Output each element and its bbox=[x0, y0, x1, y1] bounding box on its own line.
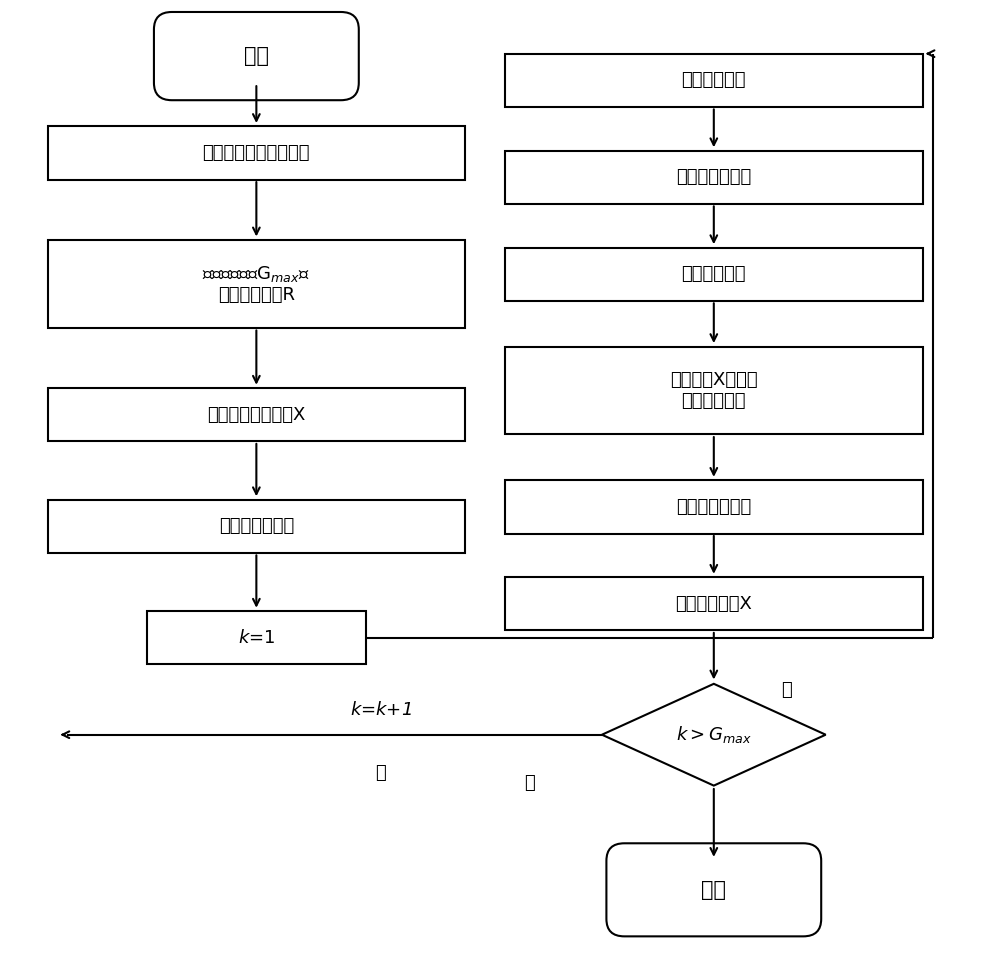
Text: $k$=1: $k$=1 bbox=[238, 629, 275, 646]
FancyBboxPatch shape bbox=[505, 54, 923, 107]
Text: 结束: 结束 bbox=[701, 879, 726, 900]
FancyBboxPatch shape bbox=[48, 388, 465, 442]
FancyBboxPatch shape bbox=[48, 127, 465, 179]
Text: 随机生成初始种群X: 随机生成初始种群X bbox=[207, 406, 306, 424]
Text: 输入电动汽车负荷需求: 输入电动汽车负荷需求 bbox=[203, 144, 310, 162]
Text: 合并种群X和种群
（精英策略）: 合并种群X和种群 （精英策略） bbox=[670, 371, 758, 410]
Text: 设置迭代次数G$_{max}$、
初始种群大小R: 设置迭代次数G$_{max}$、 初始种群大小R bbox=[202, 263, 310, 304]
FancyBboxPatch shape bbox=[48, 499, 465, 553]
Text: $k>G_{max}$: $k>G_{max}$ bbox=[676, 724, 752, 745]
Text: 快速非支配排序: 快速非支配排序 bbox=[676, 498, 751, 516]
Text: 否: 否 bbox=[524, 774, 535, 792]
FancyBboxPatch shape bbox=[48, 240, 465, 328]
Text: 新的父代种群X: 新的父代种群X bbox=[675, 595, 752, 613]
FancyBboxPatch shape bbox=[505, 481, 923, 533]
Text: 是: 是 bbox=[781, 682, 792, 699]
Text: $k$=$k$+1: $k$=$k$+1 bbox=[350, 701, 412, 720]
FancyBboxPatch shape bbox=[505, 577, 923, 631]
Text: 开始: 开始 bbox=[244, 46, 269, 66]
FancyBboxPatch shape bbox=[505, 248, 923, 301]
Polygon shape bbox=[602, 683, 826, 786]
Text: 交叉生成种群: 交叉生成种群 bbox=[682, 71, 746, 90]
Text: 变异生成种群: 变异生成种群 bbox=[682, 265, 746, 283]
Text: 快速非支配排序: 快速非支配排序 bbox=[219, 518, 294, 535]
Text: 否: 否 bbox=[375, 764, 386, 783]
Text: 快速非支配排序: 快速非支配排序 bbox=[676, 169, 751, 186]
FancyBboxPatch shape bbox=[147, 611, 366, 664]
FancyBboxPatch shape bbox=[505, 347, 923, 434]
FancyBboxPatch shape bbox=[154, 12, 359, 100]
FancyBboxPatch shape bbox=[505, 150, 923, 204]
FancyBboxPatch shape bbox=[606, 843, 821, 936]
